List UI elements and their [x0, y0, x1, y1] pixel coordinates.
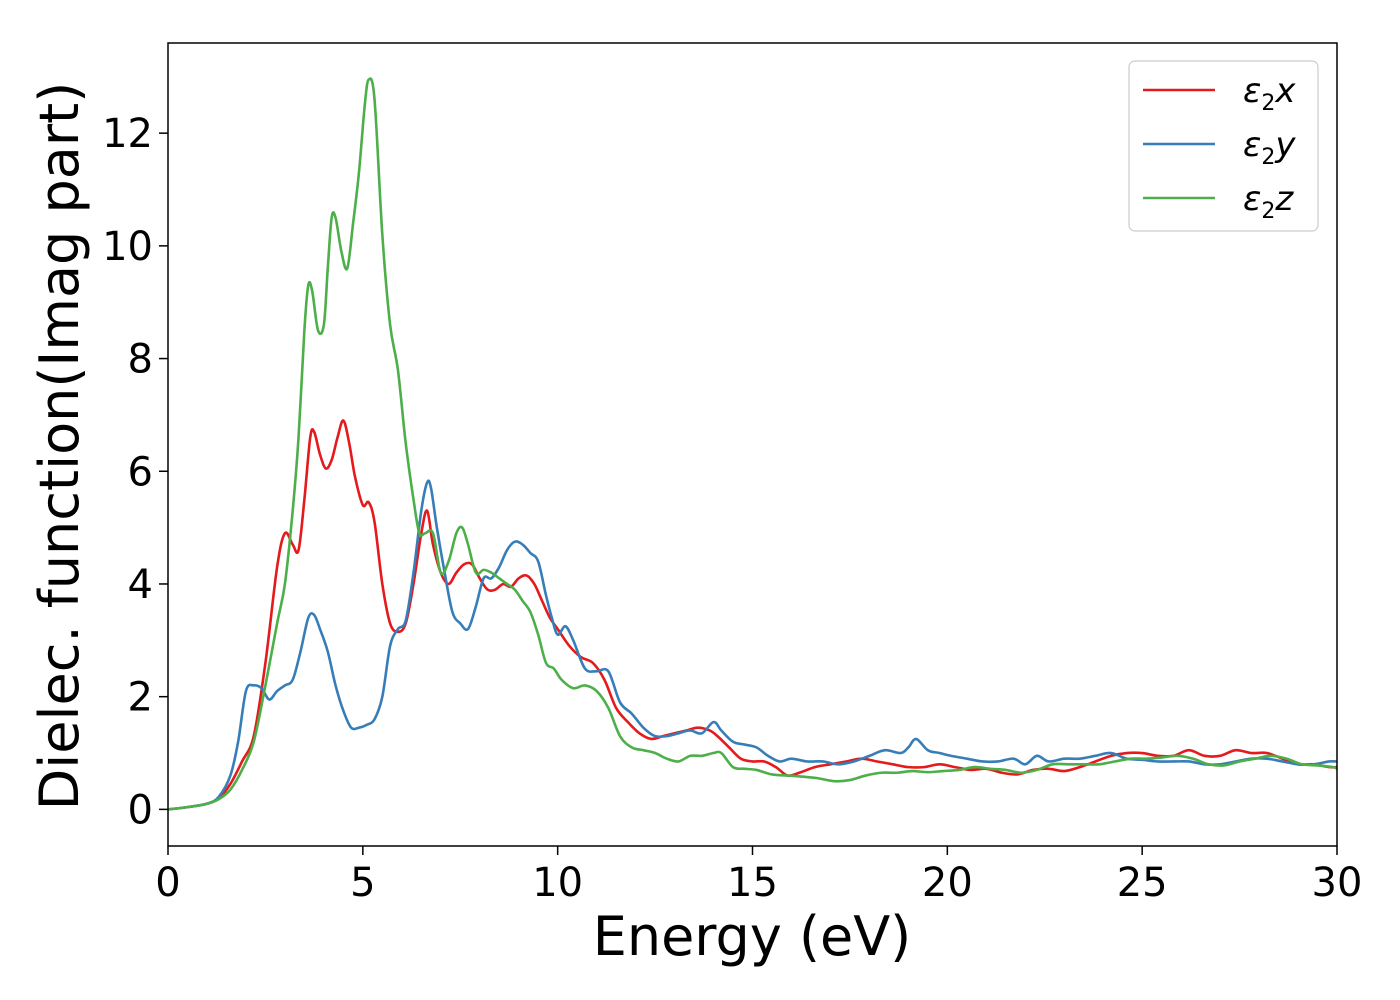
x-axis: 0 5 10 15 20 25 30 [155, 846, 1362, 906]
y-tick-label: 12 [102, 111, 153, 157]
y-tick-label: 2 [128, 675, 153, 721]
y-axis-title: Dielec. function(Imag part) [28, 82, 91, 811]
y-tick-label: 0 [128, 787, 153, 833]
legend-label-x: ε2x [1243, 71, 1296, 116]
x-tick-label: 30 [1312, 860, 1363, 906]
series-line-x [168, 419, 1337, 811]
x-tick-label: 0 [155, 860, 180, 906]
legend-label-z: ε2z [1243, 179, 1294, 224]
legend: ε2x ε2y ε2z [1128, 60, 1319, 232]
x-tick-label: 20 [922, 860, 973, 906]
y-tick-label: 8 [128, 337, 153, 383]
series-line-y [168, 479, 1337, 811]
y-tick-label: 10 [102, 224, 153, 270]
x-tick-label: 5 [350, 860, 375, 906]
x-tick-label: 15 [727, 860, 778, 906]
y-tick-label: 4 [128, 562, 153, 608]
x-tick-label: 10 [532, 860, 583, 906]
x-axis-title: Energy (eV) [593, 905, 912, 968]
y-tick-label: 6 [128, 449, 153, 495]
legend-label-y: ε2y [1243, 125, 1296, 170]
series-line-z [168, 77, 1337, 811]
x-tick-label: 25 [1117, 860, 1168, 906]
y-axis: 0 2 4 6 8 10 12 [102, 111, 168, 833]
series-layer [168, 77, 1337, 811]
legend-box [1128, 60, 1319, 232]
